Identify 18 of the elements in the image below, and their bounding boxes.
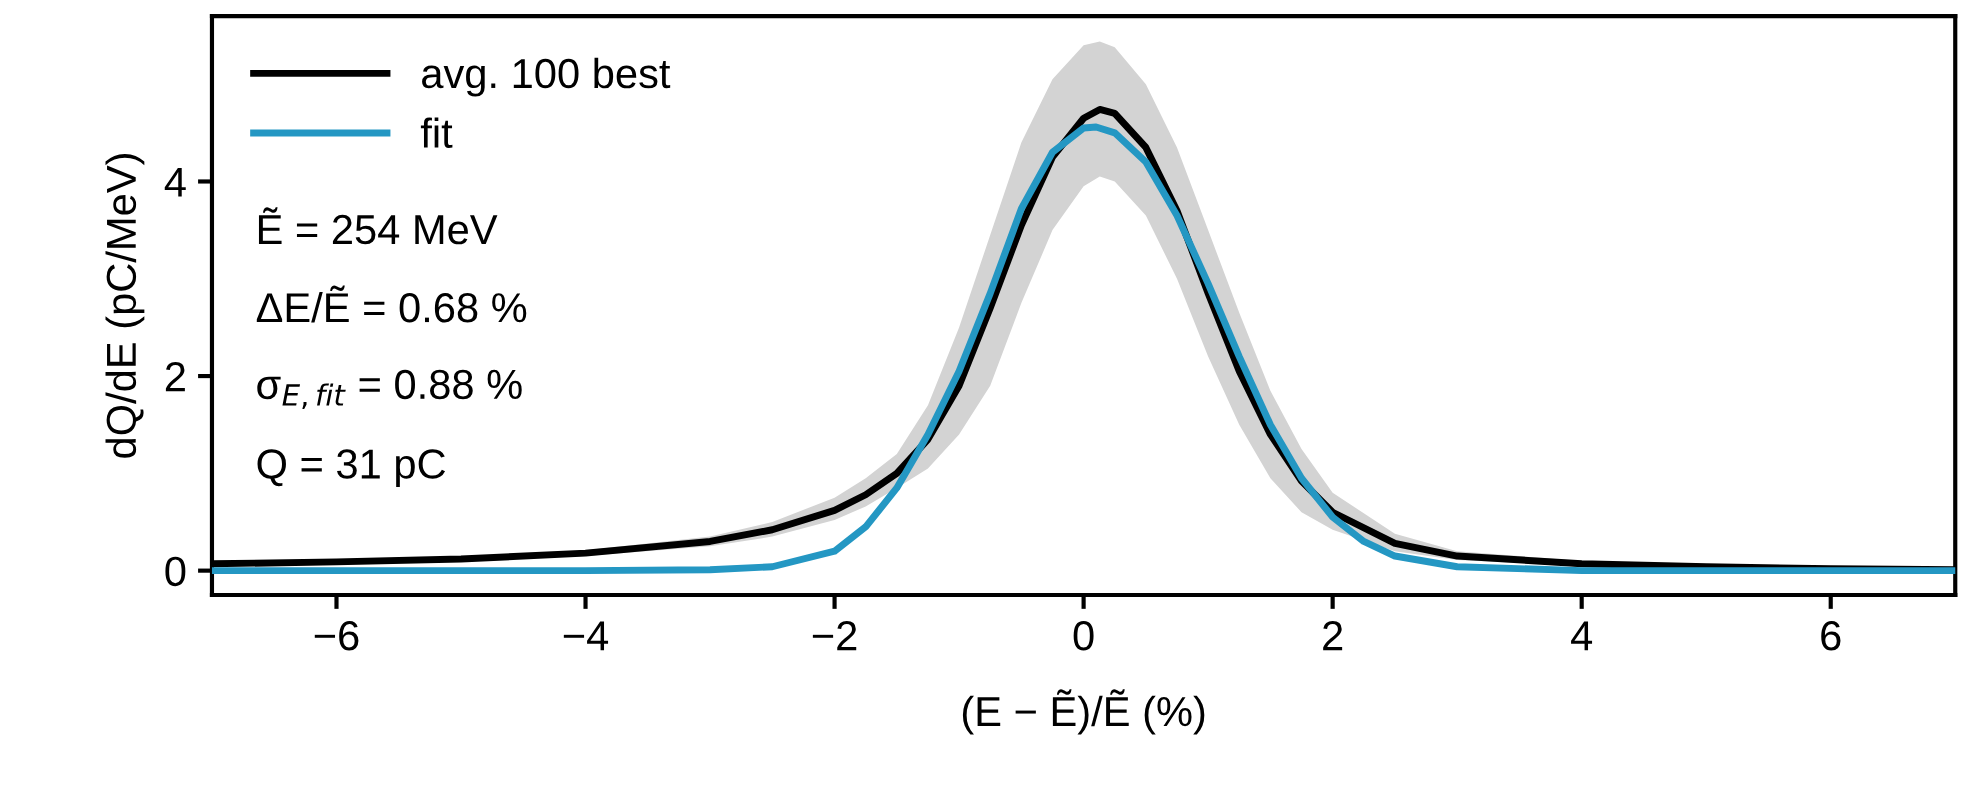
legend-label: avg. 100 best [422,57,671,97]
y-axis-title: dQ/dE (pC/MeV) [105,154,145,458]
annotation: Q = 31 pC [257,449,446,488]
annotation: Ẽ = 254 MeV [258,207,498,245]
legend-label: fit [420,117,453,148]
annotation: σ$_{E,fit}$ = 0.88 % [257,369,522,409]
x-tick-label: 2 [1323,621,1343,651]
x-tick-label: −2 [812,621,857,651]
y-tick-label: 2 [165,362,185,392]
x-axis-title: (E − Ẽ)/Ẽ (%) [962,689,1205,735]
x-tick-label: 0 [1073,621,1094,651]
annotation: ΔE/Ẽ = 0.68 % [256,285,527,323]
y-tick-label: 0 [165,556,186,587]
x-tick-label: 6 [1821,621,1841,651]
x-tick-label: −6 [314,621,359,651]
x-tick-label: 4 [1571,621,1593,651]
x-tick-label: −4 [563,621,609,651]
y-tick-label: 4 [164,167,186,197]
